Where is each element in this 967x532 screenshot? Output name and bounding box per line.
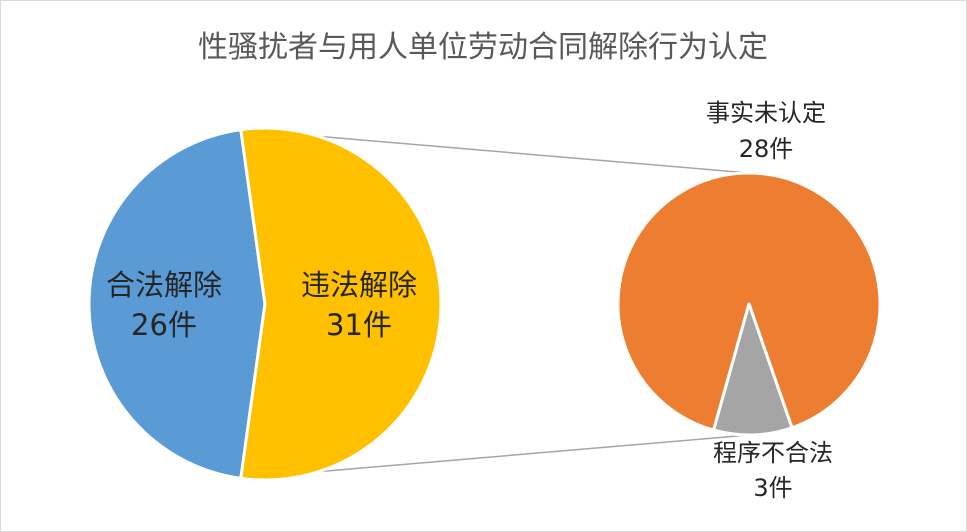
main-slice-0 (87, 128, 267, 480)
connector-line-bottom (240, 434, 750, 480)
sub-slice-label-0-name: 事实未认定 (706, 99, 826, 127)
main-slice-label-0-name: 合法解除 (106, 268, 222, 302)
chart-title: 性骚扰者与用人单位劳动合同解除行为认定 (198, 30, 768, 65)
sub-slice-1 (712, 302, 794, 437)
main-slice-label-0-value: 26件 (131, 308, 197, 342)
sub-slice-label-1-value: 3件 (753, 474, 792, 502)
sub-slice-0 (616, 171, 882, 432)
connector-line-top (240, 128, 750, 174)
main-slice-label-1-name: 违法解除 (301, 268, 417, 302)
main-slice-label-1-value: 31件 (326, 308, 392, 342)
sub-slice-label-1-name: 程序不合法 (713, 439, 833, 467)
main-slice-1 (239, 126, 443, 482)
sub-slice-label-0-value: 28件 (739, 135, 794, 163)
